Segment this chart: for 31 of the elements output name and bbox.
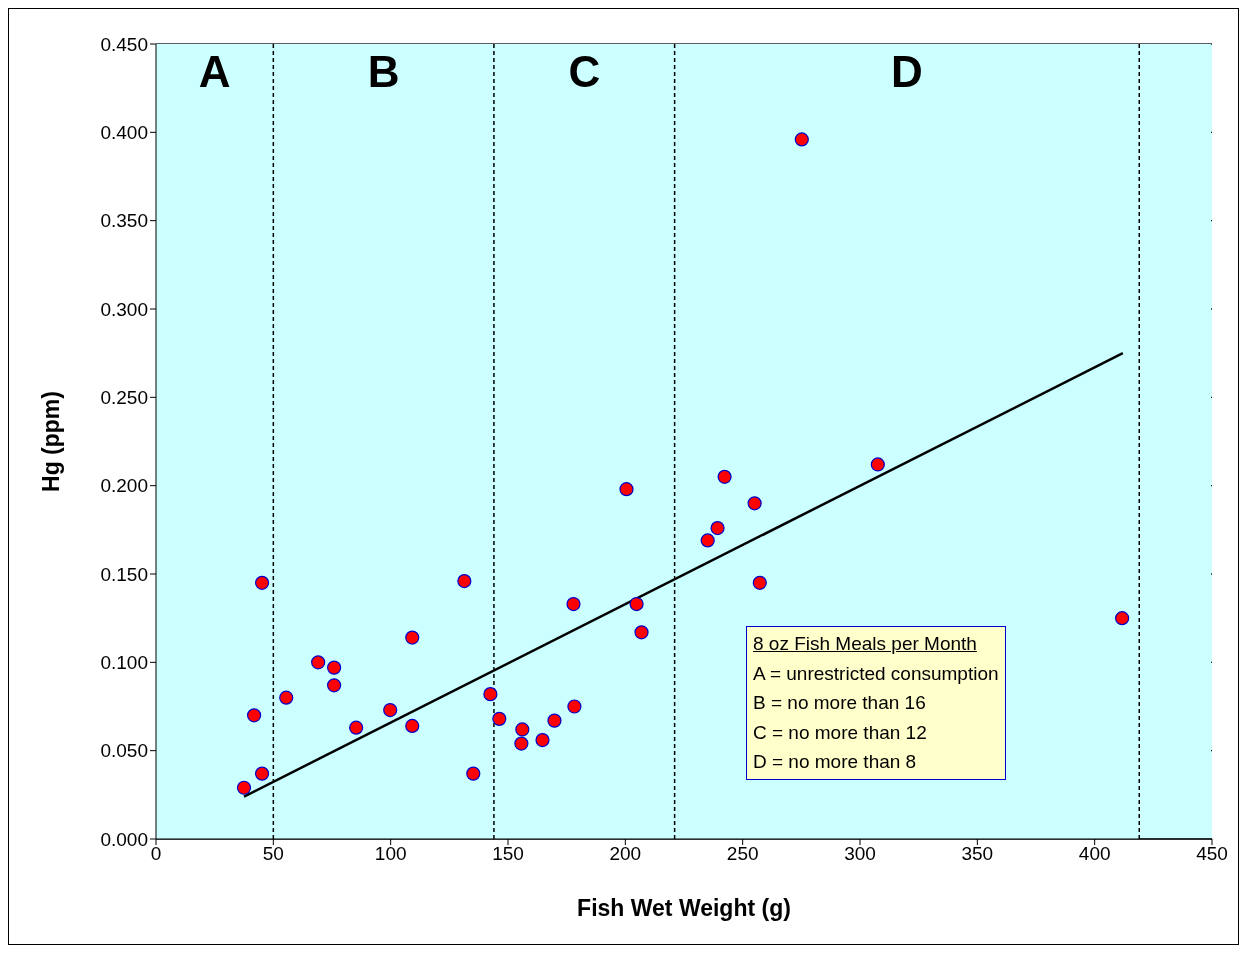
y-tick-label: 0.050 (100, 740, 148, 762)
x-tick-label: 0 (150, 843, 162, 865)
y-tick-label: 0.300 (100, 298, 148, 320)
annotation: B = no more than 16 (753, 691, 927, 715)
y-tick-label: 0.250 (100, 387, 148, 409)
y-tick-label: 0.200 (100, 475, 148, 497)
y-tick-label: 0.100 (100, 652, 148, 674)
x-tick-label: 100 (374, 843, 407, 865)
x-tick-label: 50 (262, 843, 284, 865)
x-tick-label: 450 (1196, 843, 1228, 865)
x-tick-label: 400 (1078, 843, 1111, 865)
annotation: C = no more than 12 (753, 720, 928, 745)
x-tick-label: 250 (726, 843, 759, 865)
x-tick-label: 300 (844, 843, 876, 865)
y-tick-label: 0.450 (100, 33, 148, 55)
y-tick-label: 0.000 (100, 828, 148, 850)
band-label: D (891, 47, 923, 97)
band-label: C (568, 47, 601, 97)
y-axis-title: Hg (ppm) (38, 391, 65, 492)
annotation: A = unrestricted consumption (753, 661, 999, 686)
band-label: B (367, 47, 400, 97)
annotation: D = no more than 8 (753, 750, 918, 774)
x-axis-title: Fish Wet Weight (g) (577, 895, 791, 921)
band-label: A (198, 47, 231, 97)
annotation: 8 oz Fish Meals per Month (753, 632, 978, 656)
y-tick-label: 0.350 (100, 210, 148, 232)
y-tick-label: 0.400 (100, 122, 148, 144)
x-tick-label: 350 (961, 843, 994, 865)
x-tick-label: 200 (609, 843, 642, 865)
y-tick-label: 0.150 (100, 563, 148, 585)
x-tick-label: 150 (492, 843, 524, 865)
